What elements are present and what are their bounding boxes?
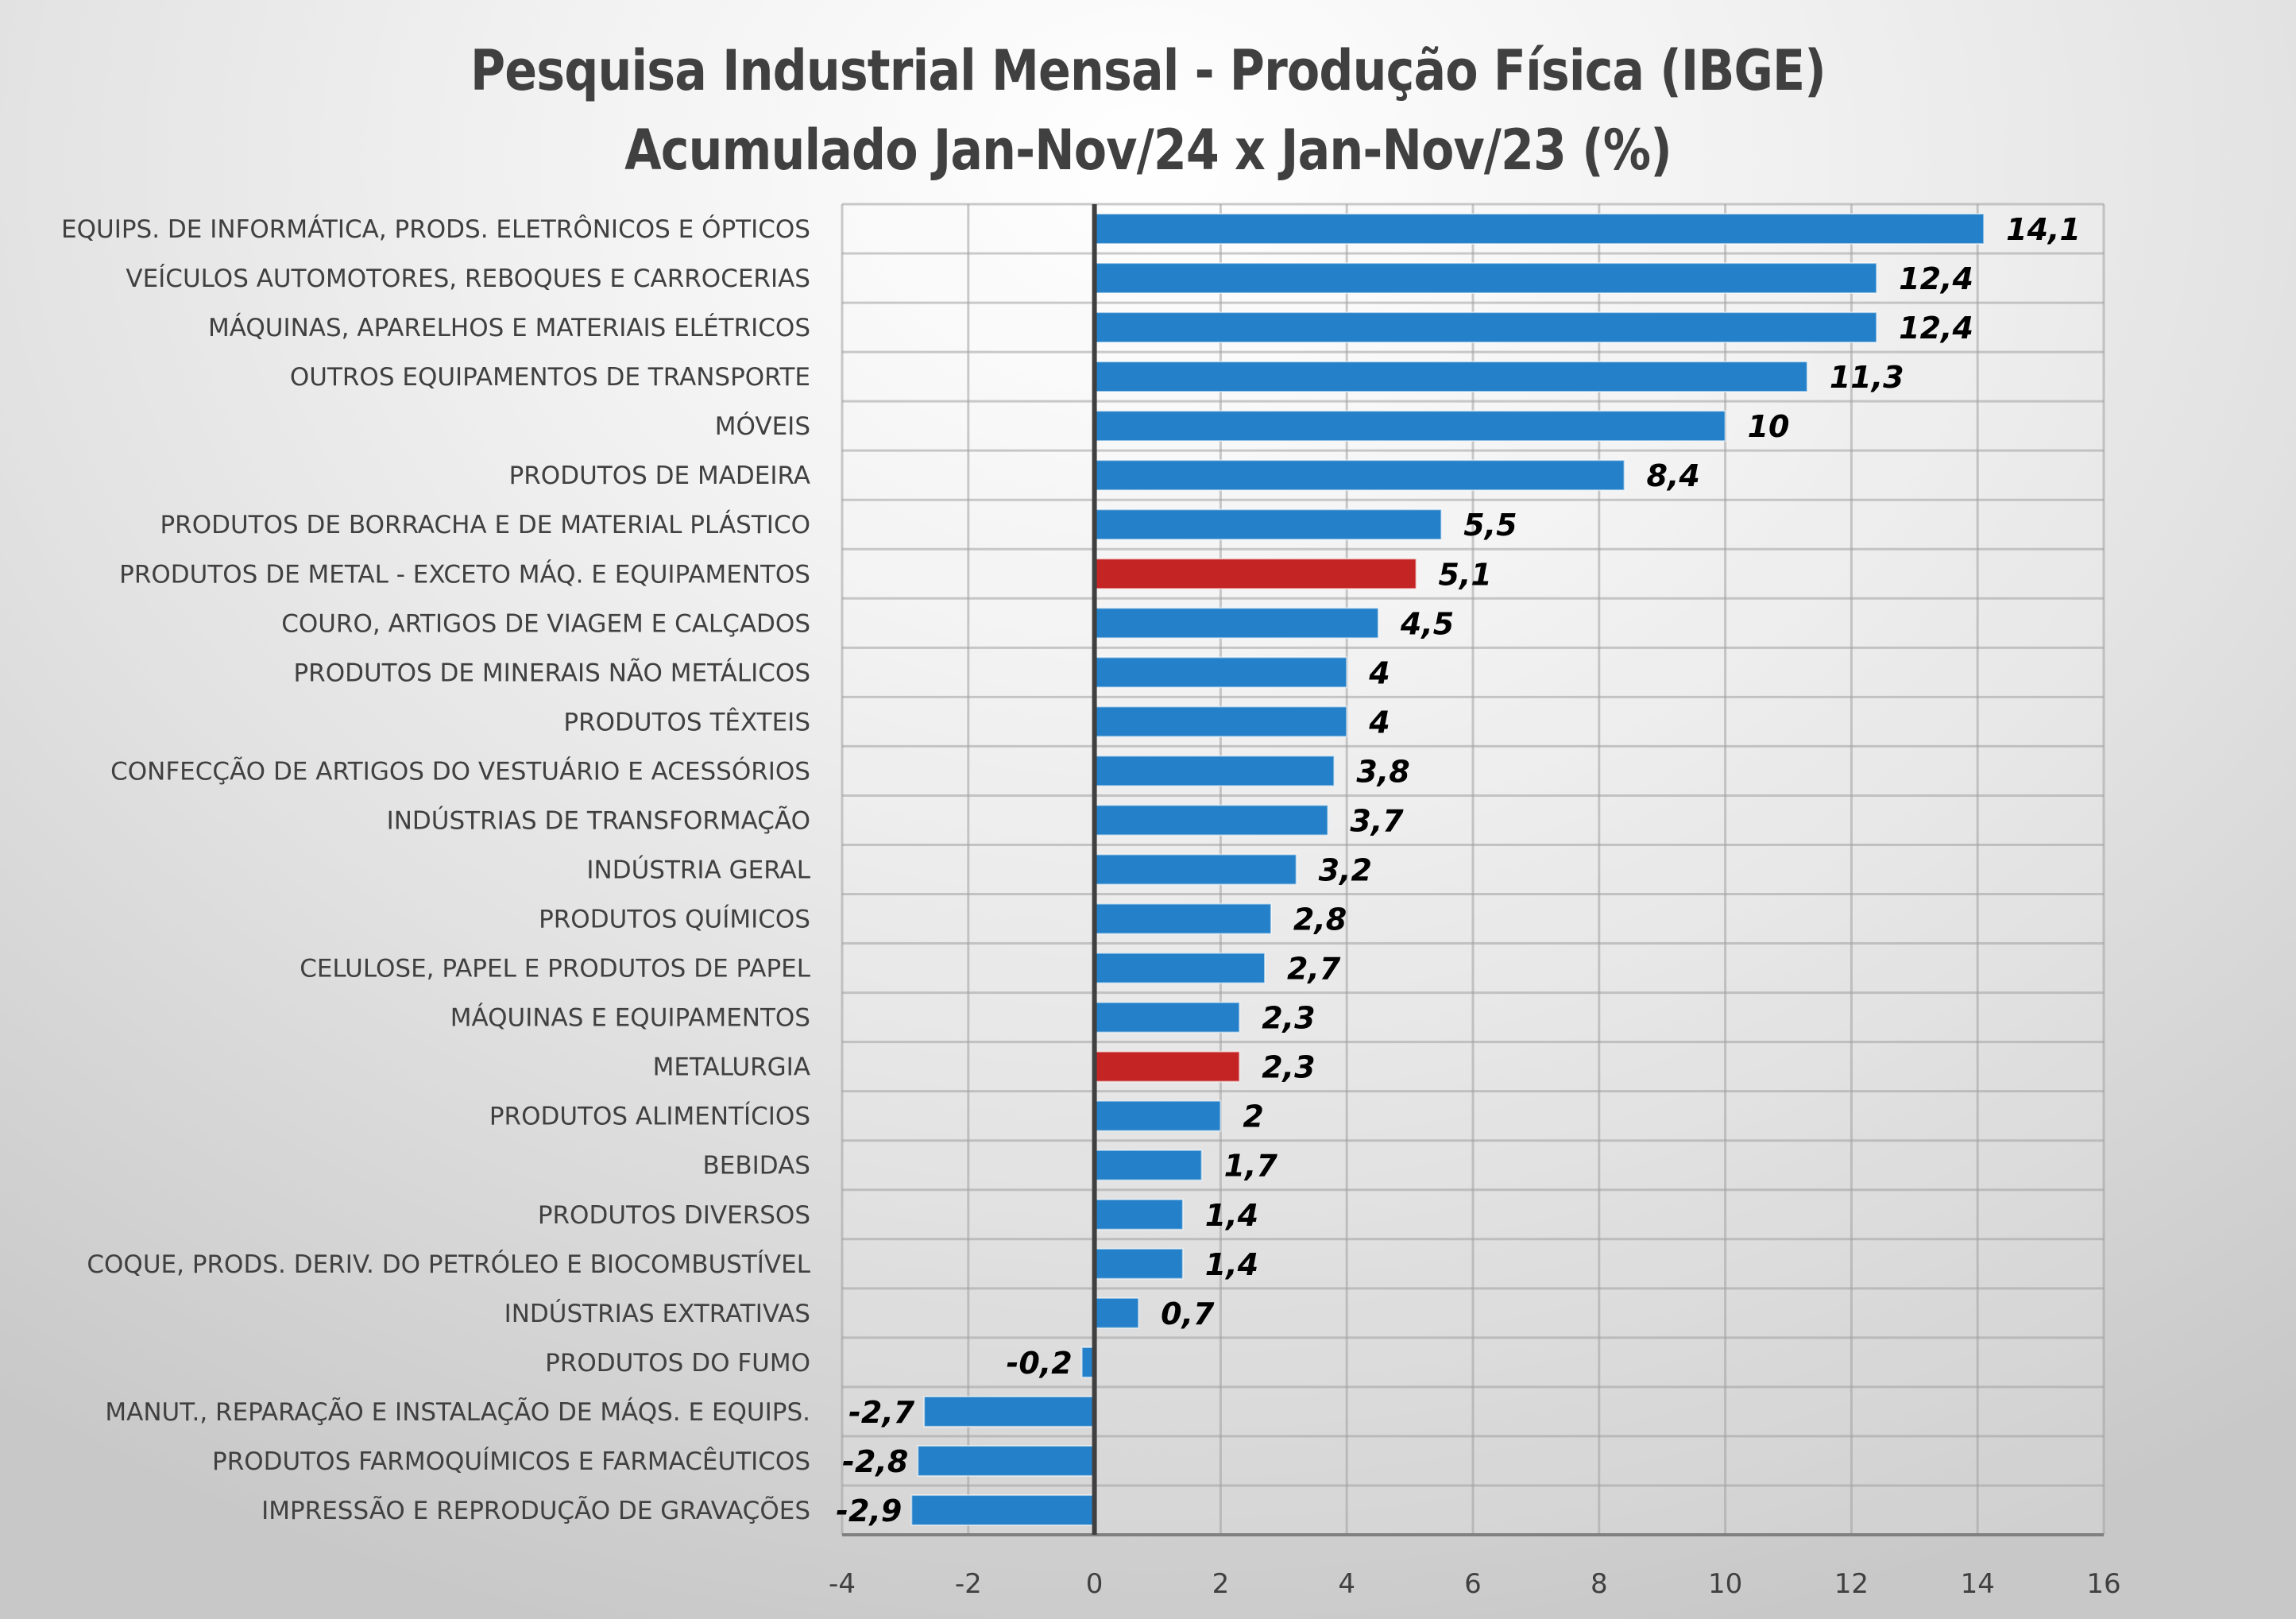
bar xyxy=(910,1494,1096,1526)
value-label: 12,4 xyxy=(1899,261,1973,296)
value-label: 8,4 xyxy=(1647,458,1700,493)
category-label: INDÚSTRIAS EXTRATIVAS xyxy=(504,1299,810,1328)
value-label: 4,5 xyxy=(1400,606,1454,641)
value-label: 14,1 xyxy=(2006,212,2081,247)
x-tick-labels: -4 -2 0 2 4 6 8 10 12 14 16 xyxy=(829,1568,2121,1600)
category-label: MÁQUINAS E EQUIPAMENTOS xyxy=(450,1004,810,1033)
category-labels: EQUIPS. DE INFORMÁTICA, PRODS. ELETRÔNIC… xyxy=(61,214,811,1525)
x-tick-label: -2 xyxy=(955,1568,982,1600)
bar xyxy=(1093,262,1878,294)
bar xyxy=(1093,558,1417,590)
x-tick-label: 14 xyxy=(1961,1568,1995,1600)
bar xyxy=(1093,952,1266,984)
category-label: VEÍCULOS AUTOMOTORES, REBOQUES E CARROCE… xyxy=(126,265,810,293)
chart-title: Pesquisa Industrial Mensal - Produção Fí… xyxy=(470,38,1826,103)
bar xyxy=(1093,1296,1140,1329)
bar xyxy=(1093,1001,1241,1034)
x-tick-label: 12 xyxy=(1834,1568,1869,1600)
value-label: 4 xyxy=(1368,655,1390,690)
value-label: 3,2 xyxy=(1319,853,1372,888)
bar xyxy=(1093,1247,1184,1280)
value-label: 2,3 xyxy=(1262,1050,1315,1085)
category-label: INDÚSTRIA GERAL xyxy=(586,856,810,885)
category-label: MANUT., REPARAÇÃO E INSTALAÇÃO DE MÁQS. … xyxy=(105,1398,810,1427)
bar xyxy=(1093,311,1878,344)
value-label: 3,8 xyxy=(1356,754,1409,789)
value-label: 3,7 xyxy=(1350,803,1404,838)
value-label: -2,7 xyxy=(848,1395,915,1430)
bar xyxy=(1093,804,1329,837)
value-label: -2,9 xyxy=(836,1493,902,1528)
category-label: PRODUTOS DIVERSOS xyxy=(538,1201,810,1230)
bar xyxy=(1093,1099,1222,1132)
bar xyxy=(1093,459,1625,492)
bar xyxy=(1093,1050,1241,1083)
category-label: PRODUTOS QUÍMICOS xyxy=(539,906,810,934)
category-label: PRODUTOS FARMOQUÍMICOS E FARMACÊUTICOS xyxy=(212,1447,810,1476)
value-label: 2,8 xyxy=(1293,902,1347,937)
value-label: 2,3 xyxy=(1262,1001,1315,1036)
category-label: CONFECÇÃO DE ARTIGOS DO VESTUÁRIO E ACES… xyxy=(110,756,810,786)
category-label: PRODUTOS ALIMENTÍCIOS xyxy=(489,1103,810,1131)
category-label: COQUE, PRODS. DERIV. DO PETRÓLEO E BIOCO… xyxy=(87,1250,810,1279)
category-label: OUTROS EQUIPAMENTOS DE TRANSPORTE xyxy=(290,363,810,392)
category-label: CELULOSE, PAPEL E PRODUTOS DE PAPEL xyxy=(300,955,811,983)
x-tick-label: 2 xyxy=(1212,1568,1230,1600)
category-label: EQUIPS. DE INFORMÁTICA, PRODS. ELETRÔNIC… xyxy=(61,214,810,244)
bar xyxy=(917,1445,1096,1477)
category-label: PRODUTOS DE MINERAIS NÃO METÁLICOS xyxy=(293,659,810,687)
value-labels: 14,1 12,4 12,4 11,3 10 8,4 5,5 5,1 4,5 4 4 3,8 3,7 3,… xyxy=(836,212,2081,1528)
bar xyxy=(1093,755,1335,787)
bar xyxy=(1093,902,1272,935)
bar xyxy=(1093,410,1726,442)
category-label: PRODUTOS DE MADEIRA xyxy=(509,462,810,490)
bar xyxy=(1093,853,1297,886)
bar xyxy=(1093,1149,1203,1181)
value-label: 2 xyxy=(1243,1099,1263,1134)
category-label: MÁQUINAS, APARELHOS E MATERIAIS ELÉTRICO… xyxy=(208,314,810,342)
value-label: -0,2 xyxy=(1007,1346,1073,1381)
category-label: PRODUTOS DE METAL - EXCETO MÁQ. E EQUIPA… xyxy=(119,560,810,589)
bar xyxy=(1093,656,1348,689)
x-tick-label: -4 xyxy=(829,1568,856,1600)
category-label: INDÚSTRIAS DE TRANSFORMAÇÃO xyxy=(387,806,810,835)
value-label: 4 xyxy=(1368,705,1390,740)
x-tick-label: 4 xyxy=(1338,1568,1355,1600)
bar xyxy=(923,1395,1096,1428)
value-label: 1,4 xyxy=(1205,1198,1258,1233)
x-tick-label: 10 xyxy=(1708,1568,1742,1600)
value-label: 1,7 xyxy=(1224,1149,1278,1184)
value-label: 5,5 xyxy=(1463,508,1517,543)
value-label: 5,1 xyxy=(1439,557,1492,592)
value-label: 0,7 xyxy=(1161,1296,1215,1331)
category-label: MÓVEIS xyxy=(715,412,810,441)
value-label: 11,3 xyxy=(1830,360,1904,395)
category-label: IMPRESSÃO E REPRODUÇÃO DE GRAVAÇÕES xyxy=(261,1496,810,1525)
x-tick-label: 0 xyxy=(1086,1568,1104,1600)
value-label: 12,4 xyxy=(1899,311,1973,346)
bar xyxy=(1093,607,1379,639)
bar xyxy=(1093,705,1348,738)
category-label: COURO, ARTIGOS DE VIAGEM E CALÇADOS xyxy=(281,609,810,638)
x-tick-label: 16 xyxy=(2086,1568,2120,1600)
bar xyxy=(1093,361,1808,393)
value-label: -2,8 xyxy=(842,1444,908,1479)
bar xyxy=(1093,1198,1184,1231)
x-tick-label: 8 xyxy=(1591,1568,1608,1600)
category-label: METALURGIA xyxy=(653,1053,810,1082)
category-label: BEBIDAS xyxy=(703,1152,810,1180)
category-label: PRODUTOS DO FUMO xyxy=(545,1349,810,1378)
chart-subtitle: Acumulado Jan-Nov/24 x Jan-Nov/23 (%) xyxy=(624,118,1672,183)
category-label: PRODUTOS DE BORRACHA E DE MATERIAL PLÁST… xyxy=(160,511,810,539)
value-label: 2,7 xyxy=(1287,952,1341,987)
x-tick-label: 6 xyxy=(1464,1568,1482,1600)
category-label: PRODUTOS TÊXTEIS xyxy=(563,708,810,736)
bar xyxy=(1093,213,1985,245)
bar xyxy=(1093,508,1443,541)
value-label: 1,4 xyxy=(1205,1247,1258,1282)
grid xyxy=(841,203,2105,1536)
value-label: 10 xyxy=(1748,409,1790,444)
